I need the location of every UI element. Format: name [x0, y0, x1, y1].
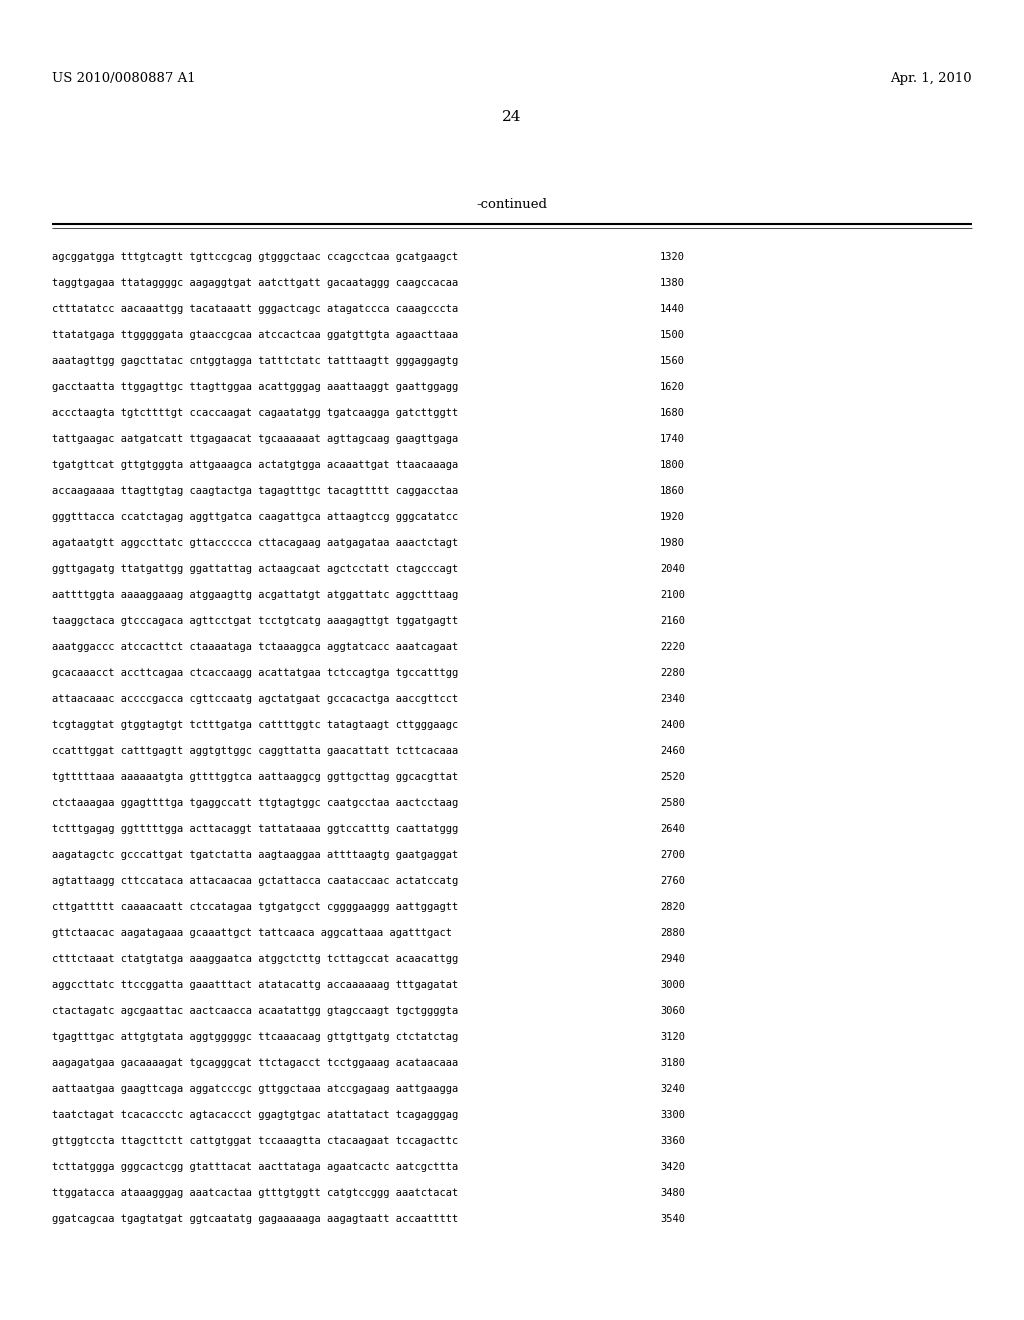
Text: 2760: 2760	[660, 876, 685, 886]
Text: 2580: 2580	[660, 799, 685, 808]
Text: 2520: 2520	[660, 772, 685, 781]
Text: tcttatggga gggcactcgg gtatttacat aacttataga agaatcactc aatcgcttta: tcttatggga gggcactcgg gtatttacat aacttat…	[52, 1162, 459, 1172]
Text: 1620: 1620	[660, 381, 685, 392]
Text: 3060: 3060	[660, 1006, 685, 1016]
Text: 2700: 2700	[660, 850, 685, 861]
Text: 2340: 2340	[660, 694, 685, 704]
Text: agataatgtt aggccttatc gttaccccca cttacagaag aatgagataa aaactctagt: agataatgtt aggccttatc gttaccccca cttacag…	[52, 539, 459, 548]
Text: tctttgagag ggtttttgga acttacaggt tattataaaa ggtccatttg caattatggg: tctttgagag ggtttttgga acttacaggt tattata…	[52, 824, 459, 834]
Text: 1920: 1920	[660, 512, 685, 521]
Text: ctttatatcc aacaaattgg tacataaatt gggactcagc atagatccca caaagcccta: ctttatatcc aacaaattgg tacataaatt gggactc…	[52, 304, 459, 314]
Text: ccatttggat catttgagtt aggtgttggc caggttatta gaacattatt tcttcacaaa: ccatttggat catttgagtt aggtgttggc caggtta…	[52, 746, 459, 756]
Text: 3420: 3420	[660, 1162, 685, 1172]
Text: tgtttttaaa aaaaaatgta gttttggtca aattaaggcg ggttgcttag ggcacgttat: tgtttttaaa aaaaaatgta gttttggtca aattaag…	[52, 772, 459, 781]
Text: gcacaaacct accttcagaa ctcaccaagg acattatgaa tctccagtga tgccatttgg: gcacaaacct accttcagaa ctcaccaagg acattat…	[52, 668, 459, 678]
Text: 1500: 1500	[660, 330, 685, 341]
Text: gttctaacac aagatagaaa gcaaattgct tattcaaca aggcattaaa agatttgact: gttctaacac aagatagaaa gcaaattgct tattcaa…	[52, 928, 452, 939]
Text: attaacaaac accccgacca cgttccaatg agctatgaat gccacactga aaccgttcct: attaacaaac accccgacca cgttccaatg agctatg…	[52, 694, 459, 704]
Text: 3000: 3000	[660, 979, 685, 990]
Text: 1680: 1680	[660, 408, 685, 418]
Text: ttatatgaga ttgggggata gtaaccgcaa atccactcaa ggatgttgta agaacttaaa: ttatatgaga ttgggggata gtaaccgcaa atccact…	[52, 330, 459, 341]
Text: gacctaatta ttggagttgc ttagttggaa acattgggag aaattaaggt gaattggagg: gacctaatta ttggagttgc ttagttggaa acattgg…	[52, 381, 459, 392]
Text: accaagaaaa ttagttgtag caagtactga tagagtttgc tacagttttt caggacctaa: accaagaaaa ttagttgtag caagtactga tagagtt…	[52, 486, 459, 496]
Text: tgagtttgac attgtgtata aggtgggggc ttcaaacaag gttgttgatg ctctatctag: tgagtttgac attgtgtata aggtgggggc ttcaaac…	[52, 1032, 459, 1041]
Text: ttggatacca ataaagggag aaatcactaa gtttgtggtt catgtccggg aaatctacat: ttggatacca ataaagggag aaatcactaa gtttgtg…	[52, 1188, 459, 1199]
Text: 2820: 2820	[660, 902, 685, 912]
Text: ggttgagatg ttatgattgg ggattattag actaagcaat agctcctatt ctagcccagt: ggttgagatg ttatgattgg ggattattag actaagc…	[52, 564, 459, 574]
Text: aggccttatc ttccggatta gaaatttact atatacattg accaaaaaag tttgagatat: aggccttatc ttccggatta gaaatttact atataca…	[52, 979, 459, 990]
Text: -continued: -continued	[476, 198, 548, 211]
Text: cttgattttt caaaacaatt ctccatagaa tgtgatgcct cggggaaggg aattggagtt: cttgattttt caaaacaatt ctccatagaa tgtgatg…	[52, 902, 459, 912]
Text: 3300: 3300	[660, 1110, 685, 1119]
Text: aaatggaccc atccacttct ctaaaataga tctaaaggca aggtatcacc aaatcagaat: aaatggaccc atccacttct ctaaaataga tctaaag…	[52, 642, 459, 652]
Text: 1320: 1320	[660, 252, 685, 261]
Text: 2100: 2100	[660, 590, 685, 601]
Text: aagagatgaa gacaaaagat tgcagggcat ttctagacct tcctggaaag acataacaaa: aagagatgaa gacaaaagat tgcagggcat ttctaga…	[52, 1059, 459, 1068]
Text: ctctaaagaa ggagttttga tgaggccatt ttgtagtggc caatgcctaa aactcctaag: ctctaaagaa ggagttttga tgaggccatt ttgtagt…	[52, 799, 459, 808]
Text: tgatgttcat gttgtgggta attgaaagca actatgtgga acaaattgat ttaacaaaga: tgatgttcat gttgtgggta attgaaagca actatgt…	[52, 459, 459, 470]
Text: aattaatgaa gaagttcaga aggatcccgc gttggctaaa atccgagaag aattgaagga: aattaatgaa gaagttcaga aggatcccgc gttggct…	[52, 1084, 459, 1094]
Text: ctttctaaat ctatgtatga aaaggaatca atggctcttg tcttagccat acaacattgg: ctttctaaat ctatgtatga aaaggaatca atggctc…	[52, 954, 459, 964]
Text: taggtgagaa ttataggggc aagaggtgat aatcttgatt gacaataggg caagccacaa: taggtgagaa ttataggggc aagaggtgat aatcttg…	[52, 279, 459, 288]
Text: 1860: 1860	[660, 486, 685, 496]
Text: 2940: 2940	[660, 954, 685, 964]
Text: gggtttacca ccatctagag aggttgatca caagattgca attaagtccg gggcatatcc: gggtttacca ccatctagag aggttgatca caagatt…	[52, 512, 459, 521]
Text: 2160: 2160	[660, 616, 685, 626]
Text: 1440: 1440	[660, 304, 685, 314]
Text: 2880: 2880	[660, 928, 685, 939]
Text: aattttggta aaaaggaaag atggaagttg acgattatgt atggattatc aggctttaag: aattttggta aaaaggaaag atggaagttg acgatta…	[52, 590, 459, 601]
Text: 2400: 2400	[660, 719, 685, 730]
Text: 24: 24	[502, 110, 522, 124]
Text: US 2010/0080887 A1: US 2010/0080887 A1	[52, 73, 196, 84]
Text: aagatagctc gcccattgat tgatctatta aagtaaggaa attttaagtg gaatgaggat: aagatagctc gcccattgat tgatctatta aagtaag…	[52, 850, 459, 861]
Text: 2460: 2460	[660, 746, 685, 756]
Text: 3540: 3540	[660, 1214, 685, 1224]
Text: 1980: 1980	[660, 539, 685, 548]
Text: ctactagatc agcgaattac aactcaacca acaatattgg gtagccaagt tgctggggta: ctactagatc agcgaattac aactcaacca acaatat…	[52, 1006, 459, 1016]
Text: 2280: 2280	[660, 668, 685, 678]
Text: gttggtccta ttagcttctt cattgtggat tccaaagtta ctacaagaat tccagacttc: gttggtccta ttagcttctt cattgtggat tccaaag…	[52, 1137, 459, 1146]
Text: taatctagat tcacaccctc agtacaccct ggagtgtgac atattatact tcagagggag: taatctagat tcacaccctc agtacaccct ggagtgt…	[52, 1110, 459, 1119]
Text: tcgtaggtat gtggtagtgt tctttgatga cattttggtc tatagtaagt cttgggaagc: tcgtaggtat gtggtagtgt tctttgatga cattttg…	[52, 719, 459, 730]
Text: 1560: 1560	[660, 356, 685, 366]
Text: 1380: 1380	[660, 279, 685, 288]
Text: 2220: 2220	[660, 642, 685, 652]
Text: 2040: 2040	[660, 564, 685, 574]
Text: ggatcagcaa tgagtatgat ggtcaatatg gagaaaaaga aagagtaatt accaattttt: ggatcagcaa tgagtatgat ggtcaatatg gagaaaa…	[52, 1214, 459, 1224]
Text: agtattaagg cttccataca attacaacaa gctattacca caataccaac actatccatg: agtattaagg cttccataca attacaacaa gctatta…	[52, 876, 459, 886]
Text: 1740: 1740	[660, 434, 685, 444]
Text: Apr. 1, 2010: Apr. 1, 2010	[891, 73, 972, 84]
Text: aaatagttgg gagcttatac cntggtagga tatttctatc tatttaagtt gggaggagtg: aaatagttgg gagcttatac cntggtagga tatttct…	[52, 356, 459, 366]
Text: 3120: 3120	[660, 1032, 685, 1041]
Text: 1800: 1800	[660, 459, 685, 470]
Text: 3360: 3360	[660, 1137, 685, 1146]
Text: 2640: 2640	[660, 824, 685, 834]
Text: tattgaagac aatgatcatt ttgagaacat tgcaaaaaat agttagcaag gaagttgaga: tattgaagac aatgatcatt ttgagaacat tgcaaaa…	[52, 434, 459, 444]
Text: accctaagta tgtcttttgt ccaccaagat cagaatatgg tgatcaagga gatcttggtt: accctaagta tgtcttttgt ccaccaagat cagaata…	[52, 408, 459, 418]
Text: taaggctaca gtcccagaca agttcctgat tcctgtcatg aaagagttgt tggatgagtt: taaggctaca gtcccagaca agttcctgat tcctgtc…	[52, 616, 459, 626]
Text: agcggatgga tttgtcagtt tgttccgcag gtgggctaac ccagcctcaa gcatgaagct: agcggatgga tttgtcagtt tgttccgcag gtgggct…	[52, 252, 459, 261]
Text: 3480: 3480	[660, 1188, 685, 1199]
Text: 3180: 3180	[660, 1059, 685, 1068]
Text: 3240: 3240	[660, 1084, 685, 1094]
